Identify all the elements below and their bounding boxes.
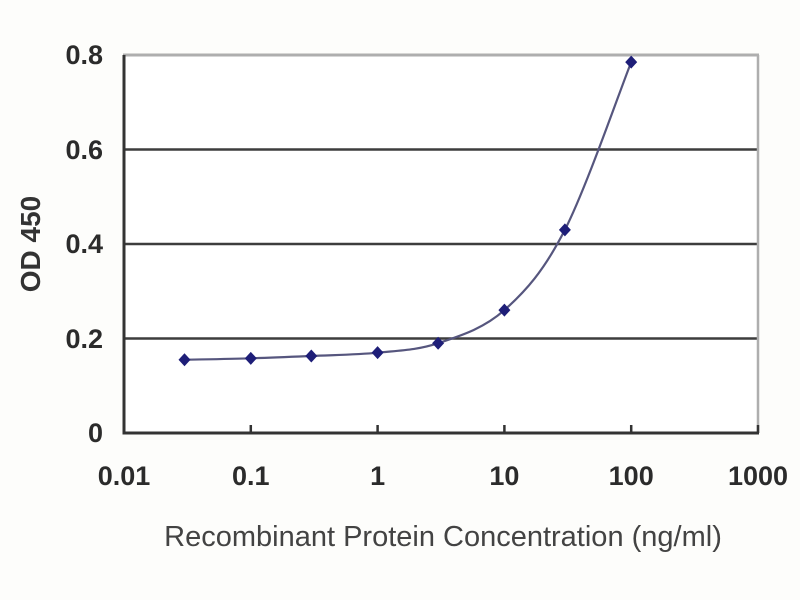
- x-tick-label-1000: 1000: [727, 461, 789, 491]
- x-tick-label-100: 100: [608, 461, 654, 491]
- data-point-0.03: [178, 353, 191, 367]
- x-axis-title: Recombinant Protein Concentration (ng/ml…: [164, 521, 722, 553]
- data-point-30: [558, 223, 571, 237]
- x-tick-label-1: 1: [370, 461, 386, 491]
- x-tick-label-0.1: 0.1: [232, 461, 270, 491]
- x-tick-label-10: 10: [489, 461, 520, 491]
- data-point-100: [625, 55, 638, 69]
- y-tick-label-0.8: 0.8: [65, 40, 103, 70]
- y-tick-label-0.6: 0.6: [65, 134, 103, 165]
- y-axis-title: OD 450: [15, 195, 46, 293]
- x-tick-label-0.01: 0.01: [97, 461, 151, 491]
- y-tick-label-0.4: 0.4: [65, 229, 103, 259]
- data-point-3: [432, 336, 445, 350]
- data-point-0.1: [244, 351, 257, 365]
- data-point-0.3: [305, 349, 318, 363]
- data-point-1: [371, 346, 384, 360]
- data-point-10: [498, 303, 511, 317]
- y-tick-label-0.2: 0.2: [65, 323, 103, 354]
- y-tick-label-0: 0: [87, 418, 103, 448]
